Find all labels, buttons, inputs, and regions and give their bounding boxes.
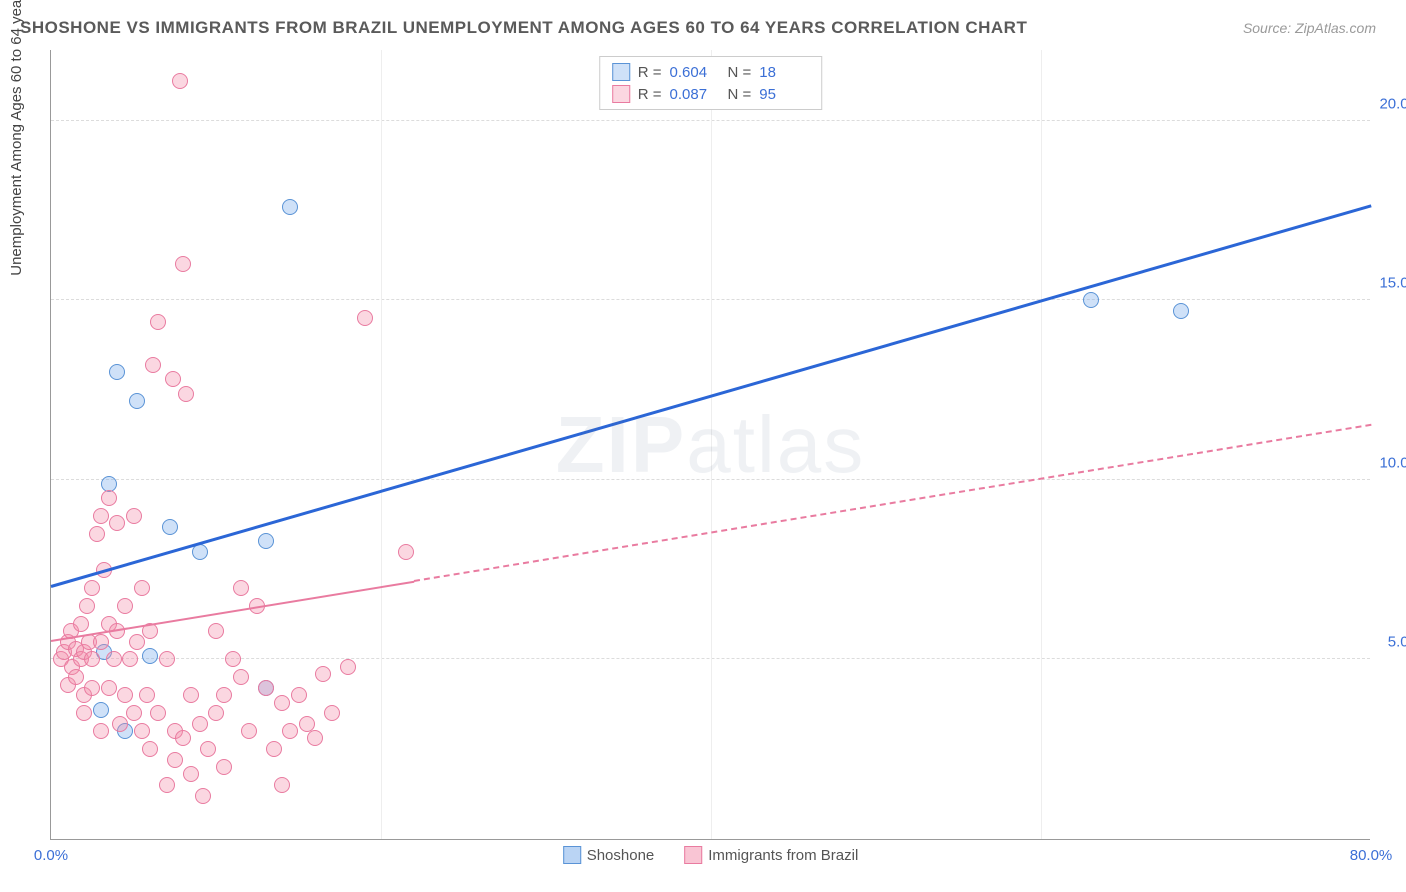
data-point [93,723,109,739]
vgridline [1041,50,1042,839]
vgridline [711,50,712,839]
data-point [76,705,92,721]
data-point [324,705,340,721]
source-attribution: Source: ZipAtlas.com [1243,20,1376,36]
data-point [172,73,188,89]
data-point [208,623,224,639]
data-point [274,777,290,793]
data-point [291,687,307,703]
data-point [183,687,199,703]
data-point [282,723,298,739]
data-point [233,580,249,596]
data-point [109,364,125,380]
data-point [266,741,282,757]
data-point [150,705,166,721]
data-point [159,651,175,667]
data-point [258,680,274,696]
data-point [106,651,122,667]
legend-row: R =0.604N =18 [612,61,810,83]
data-point [398,544,414,560]
data-point [150,314,166,330]
data-point [112,716,128,732]
x-tick-label: 0.0% [34,847,68,864]
data-point [122,651,138,667]
data-point [241,723,257,739]
data-point [142,648,158,664]
data-point [1173,303,1189,319]
data-point [134,723,150,739]
y-tick-label: 5.0% [1388,634,1406,651]
data-point [178,386,194,402]
data-point [195,788,211,804]
legend-item: Immigrants from Brazil [684,846,858,864]
data-point [175,256,191,272]
data-point [101,490,117,506]
data-point [145,357,161,373]
data-point [165,371,181,387]
legend-row: R =0.087N =95 [612,83,810,105]
data-point [307,730,323,746]
x-tick-label: 80.0% [1350,847,1393,864]
data-point [129,634,145,650]
correlation-legend: R =0.604N =18R =0.087N =95 [599,56,823,110]
data-point [175,730,191,746]
data-point [93,634,109,650]
data-point [134,580,150,596]
scatter-chart: ZIPatlas R =0.604N =18R =0.087N =95 Shos… [50,50,1370,840]
data-point [183,766,199,782]
chart-title: SHOSHONE VS IMMIGRANTS FROM BRAZIL UNEMP… [20,18,1027,38]
data-point [208,705,224,721]
series-legend: Shoshone Immigrants from Brazil [563,846,859,864]
data-point [216,687,232,703]
data-point [167,752,183,768]
data-point [1083,292,1099,308]
data-point [159,777,175,793]
data-point [274,695,290,711]
data-point [315,666,331,682]
data-point [101,680,117,696]
data-point [84,651,100,667]
data-point [258,533,274,549]
legend-item: Shoshone [563,846,655,864]
y-tick-label: 20.0% [1379,95,1406,112]
data-point [73,616,89,632]
y-tick-label: 15.0% [1379,275,1406,292]
data-point [200,741,216,757]
vgridline [381,50,382,839]
data-point [233,669,249,685]
data-point [79,598,95,614]
data-point [340,659,356,675]
data-point [192,716,208,732]
data-point [225,651,241,667]
data-point [117,598,133,614]
data-point [216,759,232,775]
data-point [84,680,100,696]
data-point [84,580,100,596]
data-point [89,526,105,542]
data-point [282,199,298,215]
data-point [129,393,145,409]
data-point [109,515,125,531]
data-point [93,702,109,718]
data-point [68,669,84,685]
data-point [126,508,142,524]
trend-line [414,424,1371,582]
data-point [117,687,133,703]
data-point [139,687,155,703]
y-axis-label: Unemployment Among Ages 60 to 64 years [8,0,25,276]
data-point [142,741,158,757]
data-point [126,705,142,721]
y-tick-label: 10.0% [1379,454,1406,471]
data-point [162,519,178,535]
data-point [357,310,373,326]
data-point [93,508,109,524]
